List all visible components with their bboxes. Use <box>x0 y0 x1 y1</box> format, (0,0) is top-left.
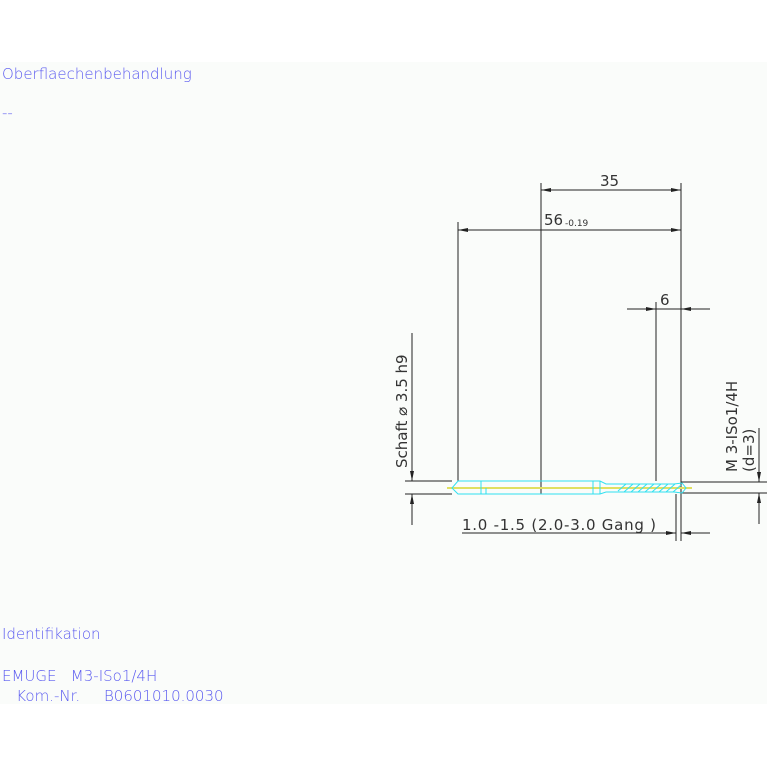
thread-diameter-text: (d=3) <box>740 429 758 472</box>
dimension-56-text: 56 <box>544 211 563 229</box>
surface-treatment-label: Oberflaechenbehandlung <box>2 65 192 83</box>
dimension-35-text: 35 <box>600 172 619 190</box>
extension-lines <box>405 183 767 541</box>
chamfer-threads-text: 1.0 -1.5 (2.0-3.0 Gang ) <box>462 516 656 534</box>
identification-line-1: EMUGE M3-ISo1/4H <box>2 667 157 685</box>
surface-treatment-value: -- <box>2 104 13 122</box>
drawing-sheet <box>0 62 767 704</box>
dimension-56-tolerance: -0.19 <box>565 219 589 229</box>
identification-label: Identifikation <box>2 625 101 643</box>
dimension-6-text: 6 <box>660 291 670 309</box>
identification-line-2: Kom.-Nr. B0601010.0030 <box>2 687 224 705</box>
shank-diameter-text: Schaft ⌀ 3.5 h9 <box>393 354 411 468</box>
thread-spec-text: M 3-ISo1/4H <box>723 381 741 472</box>
tap-tool <box>447 480 692 495</box>
